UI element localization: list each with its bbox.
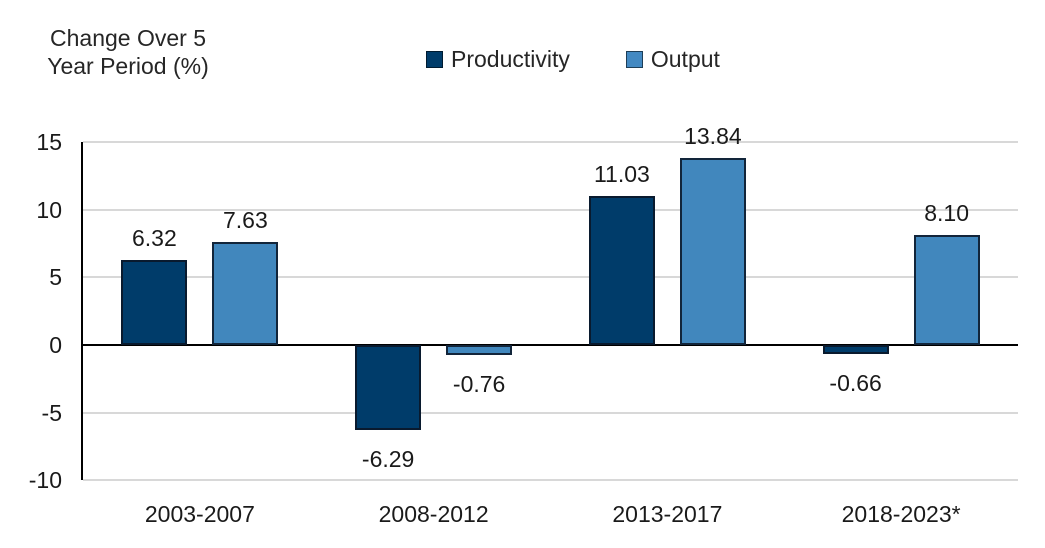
y-axis-title: Change Over 5 Year Period (%)	[38, 24, 218, 80]
y-tick-label: 15	[36, 129, 62, 156]
gridline	[83, 479, 1018, 482]
value-label: -0.76	[452, 371, 506, 398]
gridline	[83, 208, 1018, 211]
bar-productivity-2018-2023*	[822, 345, 889, 354]
gridline	[83, 141, 1018, 144]
y-tick-label: 10	[36, 196, 62, 223]
y-axis-title-line1: Change Over 5	[50, 25, 206, 51]
legend-label: Output	[650, 46, 720, 72]
bar-productivity-2003-2007	[121, 259, 188, 345]
gridline	[83, 411, 1018, 414]
bar-output-2018-2023*	[913, 235, 980, 345]
y-tick-label: -5	[41, 399, 62, 426]
legend-swatch-icon	[625, 51, 643, 68]
gridline	[83, 276, 1018, 279]
value-label: 11.03	[593, 160, 650, 187]
value-label: 8.10	[924, 200, 969, 227]
legend-item-productivity: Productivity	[426, 46, 570, 73]
y-tick-label: 5	[49, 264, 62, 291]
bar-output-2013-2017	[679, 157, 746, 345]
x-axis-label: 2003-2007	[144, 501, 255, 527]
y-axis-title-line2: Year Period (%)	[47, 53, 209, 79]
legend-swatch-icon	[426, 51, 443, 68]
y-tick-label: -10	[28, 467, 62, 494]
x-axis-line	[81, 344, 1018, 346]
y-tick-label: 0	[49, 332, 62, 358]
bar-output-2008-2012	[446, 345, 513, 356]
bar-output-2003-2007	[212, 241, 279, 345]
value-label: 13.84	[684, 122, 742, 149]
y-axis-line	[81, 142, 83, 480]
bar-productivity-2013-2017	[588, 195, 655, 345]
value-label: 7.63	[222, 206, 268, 233]
x-axis-label: 2018-2023*	[841, 501, 961, 527]
bar-productivity-2008-2012	[355, 345, 422, 431]
value-label: 6.32	[131, 224, 177, 251]
legend-label: Productivity	[451, 46, 570, 72]
value-label: -0.66	[829, 369, 882, 396]
legend-item-output: Output	[625, 46, 720, 73]
x-axis-label: 2013-2017	[612, 501, 723, 527]
legend: Productivity Output	[426, 46, 720, 73]
value-label: -6.29	[361, 446, 415, 473]
x-axis-label: 2008-2012	[378, 501, 489, 527]
